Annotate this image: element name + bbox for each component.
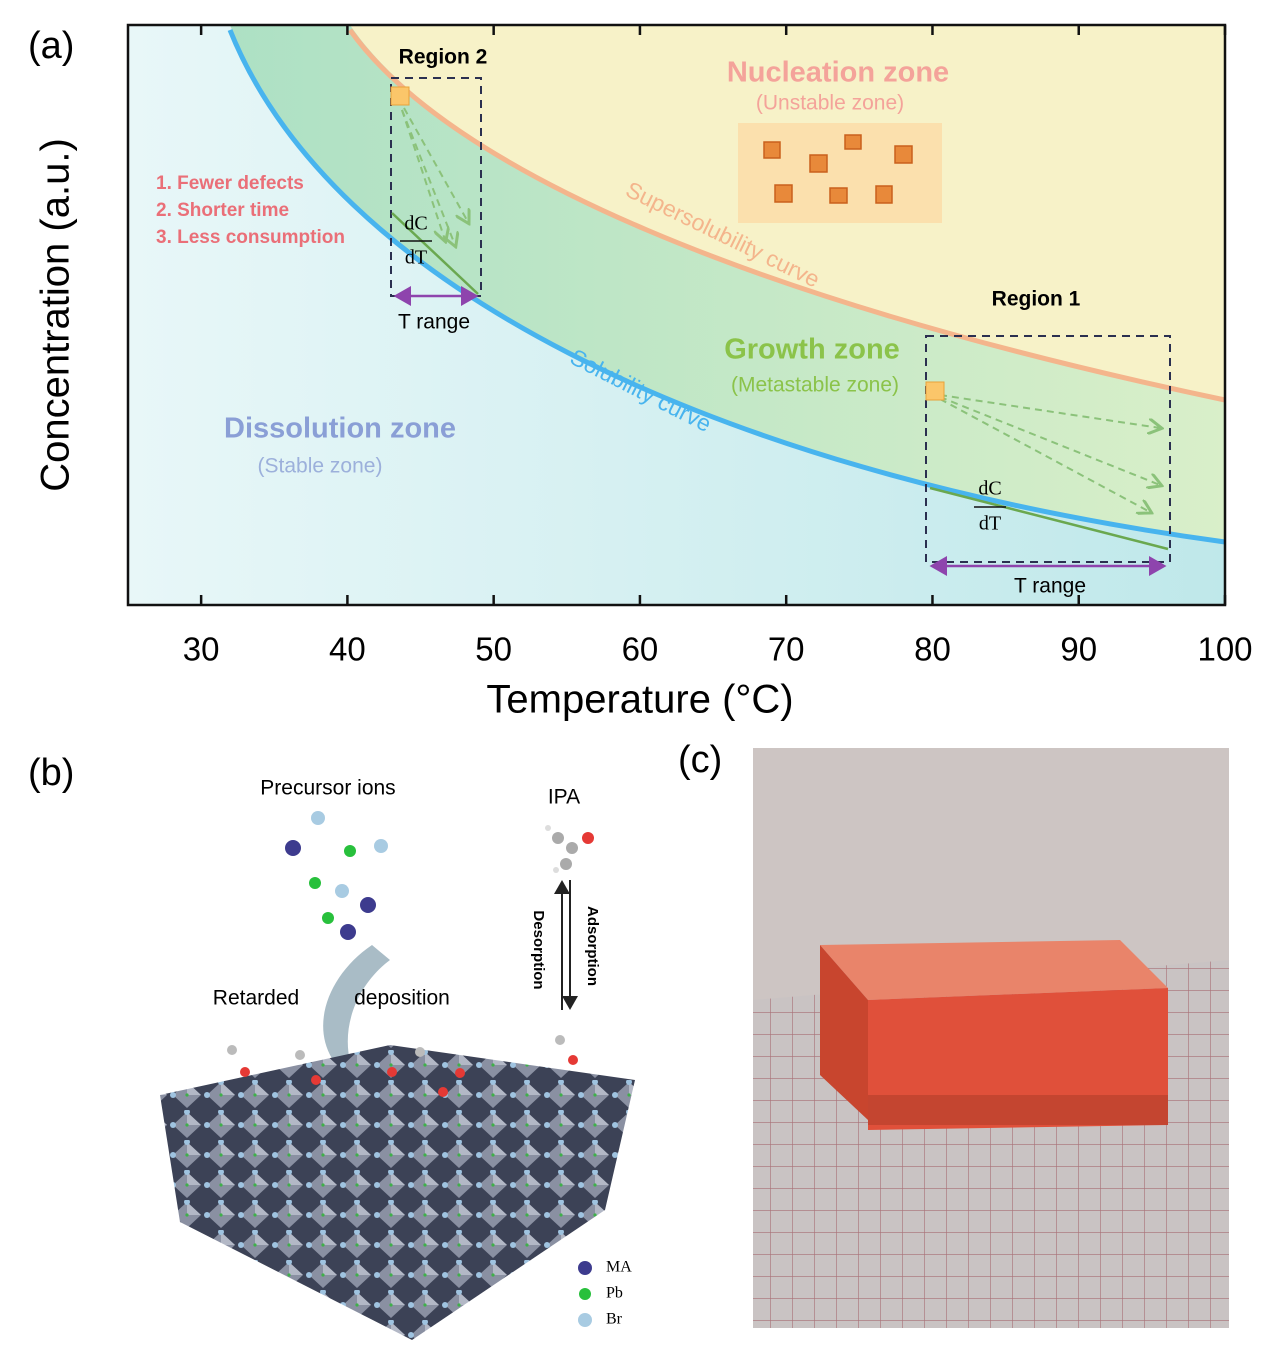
annotation: T range: [398, 311, 470, 334]
annotation: dT: [979, 513, 1001, 535]
tangent: [391, 212, 479, 295]
x-tick-label: 60: [622, 631, 659, 668]
annotation: Dissolution zone: [224, 413, 456, 445]
ions: [285, 811, 388, 940]
ipa-molecule: [545, 825, 594, 873]
x-axis-title: Temperature (°C): [486, 678, 793, 722]
annotation: Growth zone: [724, 334, 900, 366]
deposition-arrow: [323, 945, 390, 1085]
annotation: dT: [405, 247, 427, 269]
legend-label: MA: [606, 1259, 632, 1276]
panel-label: (c): [678, 739, 722, 781]
panel-label: (a): [28, 25, 74, 67]
label: Adsorption: [584, 906, 601, 986]
panel-a: 30 40 50 60 70 80 90 100 (a) Temperature (°C) C…: [28, 23, 1253, 722]
label: Retarded: [213, 987, 299, 1010]
crystal-box: [738, 123, 942, 223]
panel-c: (c): [678, 739, 1229, 1328]
x-tick-label: 100: [1197, 631, 1252, 668]
label: Desorption: [530, 910, 547, 989]
legend-marker: [578, 1313, 592, 1327]
x-tick-label: 90: [1060, 631, 1097, 668]
x-tick-label: 50: [475, 631, 512, 668]
panel-b: (b) Precursor ions IPA Retarded depositi…: [28, 752, 635, 1340]
legend-label: Pb: [606, 1285, 623, 1302]
annotation: 3. Less consumption: [156, 227, 345, 248]
x-tick-label: 30: [183, 631, 220, 668]
crystal-front: [868, 988, 1168, 1130]
tangent: [929, 486, 1169, 551]
crystals: [763, 134, 913, 204]
growth-paths: [401, 107, 1160, 512]
label: Precursor ions: [260, 777, 395, 800]
state-point: [925, 381, 945, 401]
label: IPA: [548, 786, 580, 809]
annotation: (Stable zone): [258, 455, 383, 478]
label: deposition: [354, 987, 450, 1010]
annotation: (Unstable zone): [756, 92, 904, 115]
solubility-curve: [227, 29, 1226, 545]
annotation: dC: [404, 213, 427, 235]
annotation: (Metastable zone): [731, 374, 899, 397]
y-axis-title: Concentration (a.u.): [34, 138, 78, 492]
plot-frame: [126, 23, 1227, 607]
surface-molecules: [227, 1035, 578, 1097]
x-tick-label: 40: [329, 631, 366, 668]
annotation: Nucleation zone: [727, 57, 949, 89]
state-point: [390, 86, 410, 106]
annotation: Region 2: [399, 46, 488, 69]
annotation: T range: [1014, 575, 1086, 598]
x-tick-label: 80: [914, 631, 951, 668]
dissolution-region: [128, 25, 1225, 605]
crystal-top: [820, 940, 1168, 1000]
crystal-side: [820, 945, 868, 1120]
x-tick-label: 70: [768, 631, 805, 668]
legend-marker: [578, 1261, 592, 1275]
annotation: Region 1: [992, 288, 1081, 311]
annotation: 2. Shorter time: [156, 200, 289, 221]
panel-label: (b): [28, 752, 74, 794]
annotation: dC: [978, 478, 1001, 500]
legend-marker: [579, 1288, 591, 1300]
legend-label: Br: [606, 1311, 623, 1328]
perovskite-lattice: [160, 1045, 635, 1340]
annotation: 1. Fewer defects: [156, 173, 304, 194]
crystal-edge: [868, 1095, 1168, 1125]
